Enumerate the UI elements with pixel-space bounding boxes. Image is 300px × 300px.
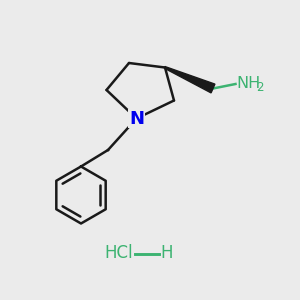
Text: H: H — [160, 244, 173, 262]
Polygon shape — [165, 67, 215, 93]
Text: HCl: HCl — [105, 244, 134, 262]
Text: NH: NH — [236, 76, 260, 91]
Text: N: N — [129, 110, 144, 128]
Text: 2: 2 — [256, 81, 264, 94]
